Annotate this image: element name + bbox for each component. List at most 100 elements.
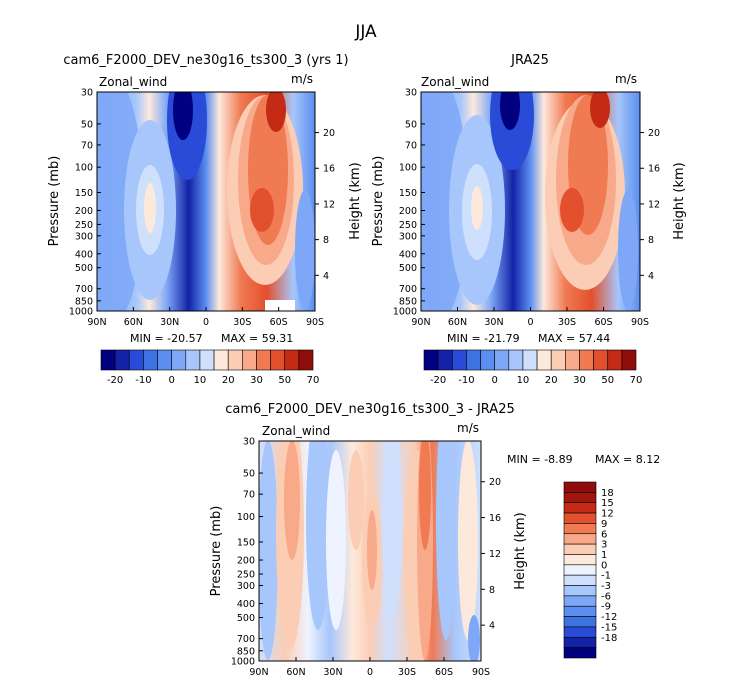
colorbar-swatch: [284, 349, 300, 371]
y-tick-label: 100: [399, 163, 417, 174]
y-tick-label: 700: [237, 634, 255, 645]
colorbar-label: 20: [545, 375, 558, 386]
y-tick-label: 50: [243, 469, 255, 480]
colorbar-swatch: [563, 481, 597, 493]
y-tick-label: 850: [237, 646, 255, 657]
colorbar-swatch: [593, 349, 609, 371]
x-tick-label: 30N: [484, 317, 503, 328]
x-tick-label: 60N: [286, 667, 305, 678]
height-tick-label: 8: [489, 585, 495, 596]
min-label: MIN = -20.57: [130, 332, 203, 345]
colorbar-label: -18: [601, 633, 617, 644]
colorbar-swatch: [270, 349, 286, 371]
height-ticks: 20 16 12 8 4: [640, 128, 660, 282]
colorbar-label: 6: [601, 529, 607, 540]
colorbar-label: -1: [601, 571, 611, 582]
y-tick-label: 850: [399, 296, 417, 307]
colorbar-swatch: [563, 616, 597, 628]
x-tick-label: 60S: [270, 317, 288, 328]
axis-label-left: Pressure (mb): [47, 156, 62, 247]
colorbar-swatch: [607, 349, 623, 371]
colorbar-label: 9: [601, 519, 607, 530]
colorbar-swatch: [522, 349, 538, 371]
colorbar-swatch: [621, 349, 637, 371]
axis-label-right: Height (km): [513, 512, 528, 589]
y-tick-label: 700: [75, 284, 93, 295]
colorbar-label: -10: [458, 375, 474, 386]
colorbar-label: 50: [601, 375, 614, 386]
height-tick-label: 12: [489, 549, 501, 560]
y-tick-label: 850: [75, 296, 93, 307]
colorbar-label: 30: [250, 375, 263, 386]
x-tick-label: 30N: [323, 667, 342, 678]
colorbar-swatch: [563, 502, 597, 514]
colorbar-label: -20: [430, 375, 446, 386]
colorbar-label: -10: [135, 375, 151, 386]
height-tick-label: 16: [648, 164, 660, 175]
y-tick-label: 150: [75, 188, 93, 199]
colorbar-swatch: [423, 349, 439, 371]
x-tick-label: 60S: [594, 317, 612, 328]
x-tick-label: 30S: [233, 317, 251, 328]
colorbar-swatch: [256, 349, 271, 371]
colorbar-label: -9: [601, 602, 611, 613]
height-tick-label: 12: [323, 199, 335, 210]
x-tick-label: 0: [527, 317, 533, 328]
colorbar-label: 15: [601, 498, 614, 509]
colorbar-label: 12: [601, 509, 614, 520]
colorbar-swatch: [143, 349, 158, 371]
y-tick-label: 300: [399, 231, 417, 242]
x-ticks: 90N 60N 30N 0 30S 60S 90S: [411, 307, 649, 328]
y-tick-label: 100: [75, 163, 93, 174]
y-tick-label: 200: [75, 206, 93, 217]
colorbar-swatch: [157, 349, 172, 371]
x-tick-label: 30S: [558, 317, 576, 328]
height-tick-label: 4: [648, 271, 654, 282]
colorbar-label: -3: [601, 581, 611, 592]
colorbar-swatch: [563, 636, 597, 648]
y-tick-label: 250: [399, 220, 417, 231]
colorbar-swatch: [563, 585, 597, 597]
panel-model: cam6_F2000_DEV_ne30g16_ts300_3 (yrs 1) Z…: [47, 53, 363, 386]
colorbar-label: 3: [601, 540, 607, 551]
units-label: m/s: [615, 72, 637, 86]
height-tick-label: 20: [489, 477, 501, 488]
y-tick-label: 250: [237, 570, 255, 581]
colorbar-swatch: [114, 349, 130, 371]
colorbar: -20 -10 0 10 20 30 50 70: [423, 349, 642, 386]
colorbar-swatch: [227, 349, 243, 371]
colorbar-label: 50: [278, 375, 291, 386]
y-tick-label: 500: [237, 613, 255, 624]
x-ticks: 90N 60N 30N 0 30S 60S 90S: [249, 657, 490, 678]
x-tick-label: 0: [203, 317, 209, 328]
height-tick-label: 4: [323, 271, 329, 282]
axis-label-right: Height (km): [672, 162, 687, 239]
colorbar-swatch: [563, 564, 597, 576]
colorbar-label: -12: [601, 612, 617, 623]
colorbar-label: 18: [601, 488, 614, 499]
axis-label-left: Pressure (mb): [371, 156, 386, 247]
y-tick-label: 1000: [69, 307, 93, 318]
colorbar-label: 0: [601, 560, 607, 571]
colorbar-swatch: [536, 349, 552, 371]
colorbar-swatch: [563, 512, 597, 524]
colorbar-swatch: [242, 349, 257, 371]
colorbar-swatch: [563, 595, 597, 607]
colorbar-label: 0: [168, 375, 174, 386]
units-label: m/s: [291, 72, 313, 86]
x-tick-label: 60N: [124, 317, 143, 328]
colorbar-label: -6: [601, 591, 611, 602]
height-tick-label: 16: [489, 513, 501, 524]
axis-label-right: Height (km): [348, 162, 363, 239]
y-tick-label: 200: [399, 206, 417, 217]
colorbar-swatch: [563, 647, 597, 659]
y-tick-label: 300: [75, 231, 93, 242]
max-label: MAX = 57.44: [538, 332, 610, 345]
season-title: JJA: [354, 22, 377, 42]
height-tick-label: 4: [489, 621, 495, 632]
x-tick-label: 30N: [160, 317, 179, 328]
panel-title: cam6_F2000_DEV_ne30g16_ts300_3 (yrs 1): [63, 53, 348, 68]
min-label: MIN = -21.79: [447, 332, 520, 345]
